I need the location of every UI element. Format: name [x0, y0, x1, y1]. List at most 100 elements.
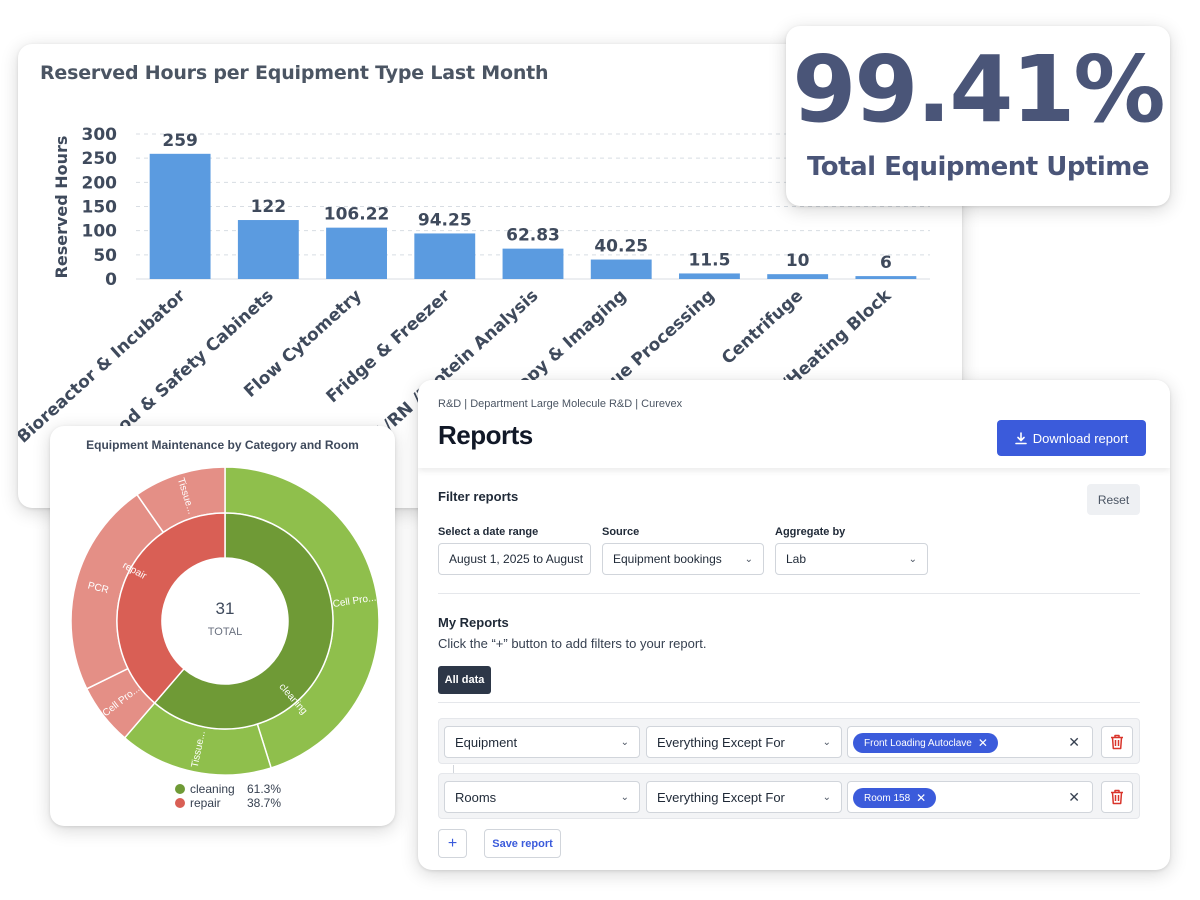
legend-item-cleaning[interactable]: cleaning 61.3%	[175, 782, 281, 796]
reset-button[interactable]: Reset	[1087, 484, 1140, 515]
bar-chart-title: Reserved Hours per Equipment Type Last M…	[40, 62, 549, 84]
filter-field-value: Equipment	[455, 734, 518, 750]
bar[interactable]	[326, 227, 387, 279]
y-tick-label: 200	[82, 173, 118, 193]
download-report-button[interactable]: Download report	[997, 420, 1146, 456]
remove-tag-icon[interactable]: ✕	[977, 736, 988, 750]
date-range-label: Select a date range	[438, 526, 539, 538]
divider	[438, 702, 1140, 703]
filter-reports-heading: Filter reports	[438, 489, 519, 504]
y-tick-label: 150	[82, 198, 118, 218]
inner-ring-slice[interactable]	[116, 512, 226, 705]
filter-values-input[interactable]: Room 158 ✕ ✕	[847, 781, 1093, 813]
filter-field-select[interactable]: Rooms ⌄	[444, 781, 640, 813]
clear-values-icon[interactable]: ✕	[1068, 789, 1080, 805]
chevron-down-icon: ⌄	[822, 736, 831, 748]
donut-total-label: TOTAL	[208, 626, 242, 638]
aggregate-select[interactable]: Lab ⌄	[775, 543, 928, 575]
reports-panel: R&D | Department Large Molecule R&D | Cu…	[418, 380, 1170, 870]
filter-tag-label: Front Loading Autoclave	[864, 737, 972, 749]
divider	[438, 593, 1140, 594]
y-tick-label: 0	[105, 270, 117, 290]
chevron-down-icon: ⌄	[620, 791, 629, 803]
bar-value-label: 106.22	[324, 205, 390, 225]
bar[interactable]	[679, 273, 740, 279]
filter-operator-select[interactable]: Everything Except For ⌄	[646, 781, 842, 813]
add-filter-button[interactable]: +	[438, 829, 467, 858]
bar-value-label: 11.5	[688, 250, 730, 270]
legend-dot	[175, 784, 185, 794]
filter-field-select[interactable]: Equipment ⌄	[444, 726, 640, 758]
outer-slice-label: PCR	[87, 580, 110, 596]
filter-operator-value: Everything Except For	[657, 734, 785, 750]
filter-values-input[interactable]: Front Loading Autoclave ✕ ✕	[847, 726, 1093, 758]
donut-chart-title: Equipment Maintenance by Category and Ro…	[86, 438, 359, 452]
y-tick-label: 100	[82, 222, 118, 242]
donut-chart-card: Cell Pro... Tissue... Cell Pro... PCR Tissue…	[50, 426, 395, 826]
aggregate-label: Aggregate by	[775, 526, 846, 538]
filter-tag[interactable]: Room 158 ✕	[853, 788, 937, 808]
my-reports-hint: Click the “+” button to add filters to y…	[438, 636, 707, 651]
trash-icon	[1111, 734, 1123, 750]
bar[interactable]	[414, 233, 476, 279]
legend-item-repair[interactable]: repair 38.7%	[175, 796, 281, 810]
all-data-tab[interactable]: All data	[438, 666, 491, 694]
bar-value-label: 259	[162, 131, 198, 151]
bar-value-label: 10	[786, 251, 810, 271]
trash-icon	[1111, 789, 1123, 805]
reports-header: R&D | Department Large Molecule R&D | Cu…	[418, 380, 1170, 468]
x-tick-label: Bioreactor & Incubator	[18, 285, 190, 447]
filter-tag-label: Room 158	[864, 792, 911, 804]
bar-value-label: 6	[880, 253, 892, 273]
download-report-label: Download report	[1032, 430, 1129, 446]
y-tick-label: 300	[82, 125, 118, 145]
uptime-card: 99.41% Total Equipment Uptime	[786, 26, 1170, 206]
donut-chart: Cell Pro...Tissue...Cell Pro...PCRTissue…	[70, 466, 380, 776]
filter-operator-select[interactable]: Everything Except For ⌄	[646, 726, 842, 758]
aggregate-value: Lab	[786, 552, 807, 566]
breadcrumb: R&D | Department Large Molecule R&D | Cu…	[438, 398, 683, 410]
save-report-button[interactable]: Save report	[484, 829, 561, 858]
source-value: Equipment bookings	[613, 552, 722, 566]
y-axis-label: Reserved Hours	[52, 136, 71, 279]
date-range-input[interactable]: August 1, 2025 to August	[438, 543, 591, 575]
bar[interactable]	[502, 248, 564, 279]
chevron-down-icon: ⌄	[620, 736, 629, 748]
bar[interactable]	[767, 274, 829, 279]
inner-ring-slice[interactable]	[153, 512, 334, 730]
x-tick-label: Centrifuge	[718, 286, 807, 369]
bar-value-label: 94.25	[418, 210, 472, 230]
legend-name: repair	[190, 796, 221, 810]
my-reports-heading: My Reports	[438, 615, 509, 630]
y-tick-label: 250	[82, 149, 118, 169]
bar[interactable]	[855, 276, 917, 279]
source-label: Source	[602, 526, 640, 538]
bar-value-label: 40.25	[594, 237, 648, 257]
filter-row: Equipment ⌄ Everything Except For ⌄ Fron…	[438, 718, 1140, 764]
delete-filter-button[interactable]	[1101, 781, 1133, 813]
remove-tag-icon[interactable]: ✕	[916, 791, 927, 805]
bar[interactable]	[149, 153, 211, 279]
legend-dot	[175, 798, 185, 808]
bar[interactable]	[237, 220, 299, 279]
filter-operator-value: Everything Except For	[657, 789, 785, 805]
chevron-down-icon: ⌄	[744, 553, 753, 565]
filter-row: Rooms ⌄ Everything Except For ⌄ Room 158…	[438, 773, 1140, 819]
legend-percent: 38.7%	[247, 796, 282, 810]
uptime-label: Total Equipment Uptime	[807, 152, 1150, 182]
tree-connector	[453, 765, 454, 779]
chevron-down-icon: ⌄	[908, 553, 917, 565]
delete-filter-button[interactable]	[1101, 726, 1133, 758]
download-icon	[1014, 431, 1027, 444]
chevron-down-icon: ⌄	[822, 791, 831, 803]
page-title: Reports	[438, 420, 533, 450]
filter-tag[interactable]: Front Loading Autoclave ✕	[853, 733, 998, 753]
bar-value-label: 62.83	[506, 226, 560, 246]
legend-name: cleaning	[190, 782, 235, 796]
clear-values-icon[interactable]: ✕	[1068, 734, 1080, 750]
date-range-value: August 1, 2025 to August	[449, 552, 584, 566]
source-select[interactable]: Equipment bookings ⌄	[602, 543, 764, 575]
legend-percent: 61.3%	[247, 782, 282, 796]
filter-field-value: Rooms	[455, 789, 497, 805]
bar[interactable]	[590, 259, 652, 279]
